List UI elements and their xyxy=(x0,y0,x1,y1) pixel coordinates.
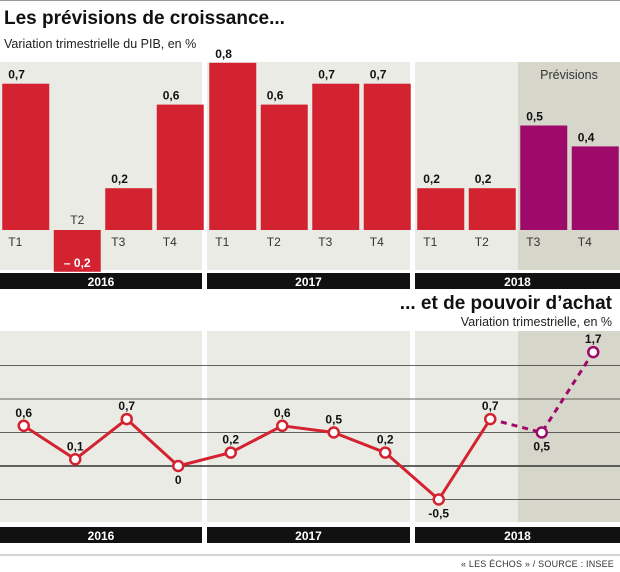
bar-2016-T3 xyxy=(105,188,153,230)
bar-value-label: 0,2 xyxy=(111,172,128,186)
year-label-2016: 2016 xyxy=(88,275,115,289)
bar-2018-T3 xyxy=(520,125,568,230)
chart-subtitle: Variation trimestrielle du PIB, en % xyxy=(4,37,197,51)
point-value-label: 0,5 xyxy=(325,413,342,427)
line-panel-bg-2017 xyxy=(207,331,410,522)
quarter-label: T1 xyxy=(215,235,229,249)
bar-value-label: – 0,2 xyxy=(64,256,91,270)
bar-value-label: 0,5 xyxy=(526,110,543,124)
forecast-label: Prévisions xyxy=(540,68,598,82)
bar-value-label: 0,6 xyxy=(163,89,180,103)
point-value-label: 0,6 xyxy=(274,406,291,420)
bar-value-label: 0,8 xyxy=(215,47,232,61)
line-point xyxy=(327,426,340,439)
line-point xyxy=(432,493,445,506)
bar-2018-T4 xyxy=(571,146,619,230)
bar-value-label: 0,7 xyxy=(318,68,335,82)
year-label-2017: 2017 xyxy=(295,275,322,289)
quarter-label: T2 xyxy=(475,235,489,249)
bar-value-label: 0,4 xyxy=(578,130,595,144)
line-point xyxy=(224,446,237,459)
bar-value-label: 0,2 xyxy=(475,172,492,186)
quarter-label: T1 xyxy=(8,235,22,249)
line-year-label-2017: 2017 xyxy=(295,529,322,543)
quarter-label: T1 xyxy=(423,235,437,249)
quarter-label: T3 xyxy=(318,235,332,249)
point-value-label: 0,7 xyxy=(118,399,135,413)
line-point xyxy=(69,453,82,466)
line-point xyxy=(172,459,185,473)
year-bar-2018 xyxy=(415,273,620,289)
bar-2017-T1 xyxy=(209,62,257,230)
point-value-label: 1,7 xyxy=(585,332,602,346)
bar-value-label: 0,7 xyxy=(370,68,387,82)
bar-2016-T4 xyxy=(156,104,204,230)
line-panel-bg-2016 xyxy=(0,331,202,522)
line-chart-title: ... et de pouvoir d’achat xyxy=(399,293,612,314)
line-year-bar-2016 xyxy=(0,527,202,543)
point-value-label: 0 xyxy=(175,473,182,487)
bar-2016-T2 xyxy=(53,230,101,272)
bar-2018-T1 xyxy=(417,188,465,230)
line-chart-subtitle: Variation trimestrielle, en % xyxy=(460,315,612,329)
bar-2017-T4 xyxy=(363,83,411,230)
line-forecast-shading xyxy=(518,331,620,522)
point-value-label: 0,2 xyxy=(377,433,394,447)
line-point xyxy=(484,412,497,426)
line-year-label-2016: 2016 xyxy=(88,529,115,543)
line-year-bar-2017 xyxy=(207,527,410,543)
line-point xyxy=(587,345,600,359)
point-value-label: -0,5 xyxy=(428,507,449,521)
year-label-2018: 2018 xyxy=(504,275,531,289)
quarter-label: T2 xyxy=(267,235,281,249)
quarter-label: T3 xyxy=(526,235,540,249)
line-point xyxy=(120,412,133,426)
year-bar-2017 xyxy=(207,273,410,289)
line-point xyxy=(535,426,548,439)
quarter-label: T3 xyxy=(111,235,125,249)
point-value-label: 0,6 xyxy=(15,406,32,420)
quarter-label: T4 xyxy=(370,235,384,249)
bar-value-label: 0,7 xyxy=(8,68,25,82)
line-series-actual xyxy=(22,417,492,501)
point-value-label: 0,1 xyxy=(67,439,84,453)
line-point xyxy=(379,446,392,459)
point-value-label: 0,2 xyxy=(222,433,239,447)
top-rule xyxy=(0,0,620,1)
point-value-label: 0,7 xyxy=(482,399,499,413)
bar-2018-T2 xyxy=(468,188,516,230)
line-year-label-2018: 2018 xyxy=(504,529,531,543)
line-point xyxy=(17,419,30,433)
chart-title: Les prévisions de croissance... xyxy=(4,8,285,29)
line-year-bar-2018 xyxy=(415,527,620,543)
quarter-label: T4 xyxy=(163,235,177,249)
bar-2016-T1 xyxy=(2,83,50,230)
line-point xyxy=(276,419,289,433)
quarter-label: T4 xyxy=(578,235,592,249)
quarter-label: T2 xyxy=(70,213,84,227)
bar-value-label: 0,2 xyxy=(423,172,440,186)
bar-2017-T3 xyxy=(312,83,360,230)
point-value-label: 0,5 xyxy=(533,440,550,454)
bar-value-label: 0,6 xyxy=(267,89,284,103)
year-bar-2016 xyxy=(0,273,202,289)
bar-2017-T2 xyxy=(260,104,308,230)
source-note: « LES ÉCHOS » / SOURCE : INSEE xyxy=(460,559,614,569)
